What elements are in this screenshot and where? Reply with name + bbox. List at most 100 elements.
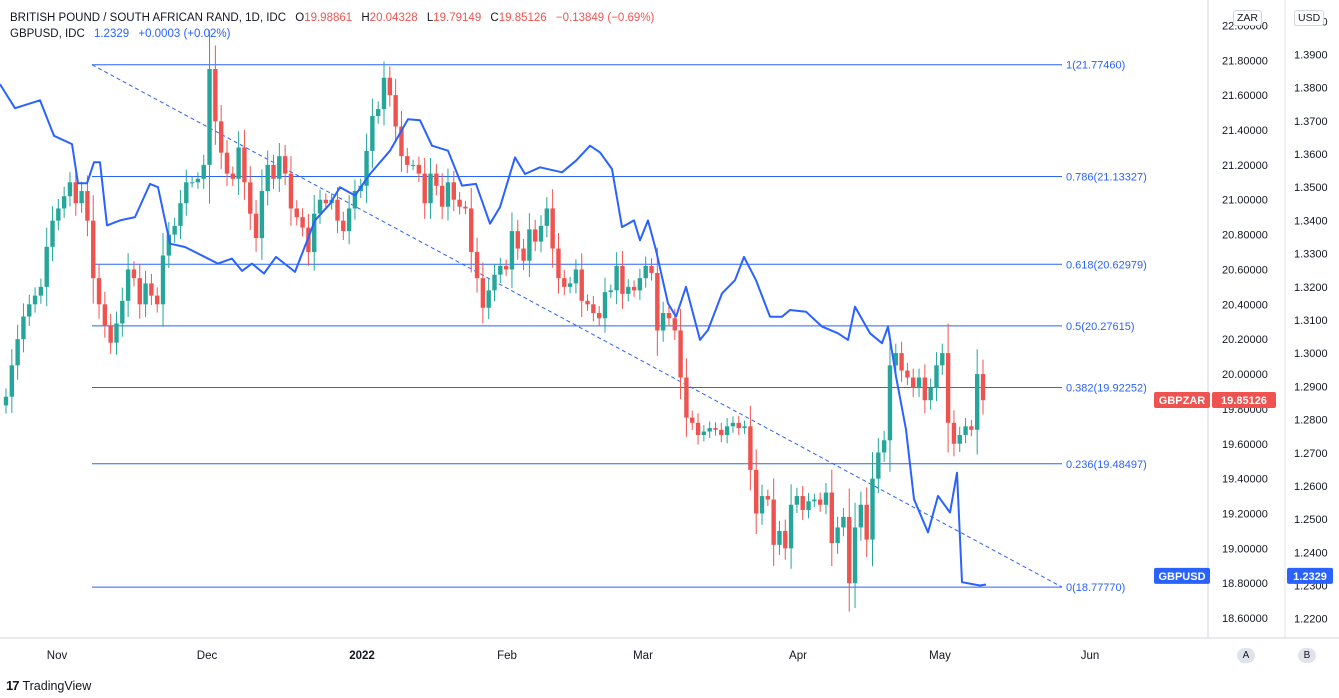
candle-body-153 [893,353,898,366]
time-axis-tick-5: Apr [789,650,807,662]
fib-label-5: 0.236(19.48497) [1066,459,1147,471]
candle-body-93 [544,208,550,226]
scale-button-a[interactable]: A [1237,648,1255,663]
right-axis-tick-5: 1.3500 [1294,182,1328,194]
fib-label-0: 1(21.77460) [1066,60,1125,72]
candle-body-12 [73,182,78,204]
right-axis-tick-9: 1.3100 [1294,315,1328,327]
right-axis-tick-14: 1.2600 [1294,481,1328,493]
legend-open: O19.98861 [295,12,353,24]
currency-label-usd[interactable]: USD [1294,10,1325,26]
candle-body-1 [9,365,15,397]
currency-label-zar[interactable]: ZAR [1233,10,1262,26]
candle-body-143 [835,527,840,544]
candle-body-123 [719,429,724,436]
legend-high: H20.04328 [361,12,418,24]
right-axis-tick-16: 1.2400 [1294,547,1328,559]
candle-body-106 [620,265,625,294]
candle-body-54 [317,199,323,214]
tradingview-logo[interactable]: 17 TradingView [6,678,91,693]
legend-close: C19.85126 [490,12,547,24]
fib-label-6: 0(18.77770) [1066,582,1125,594]
candle-body-152 [887,365,893,441]
candle-body-71 [416,164,422,174]
candle-body-145 [847,516,852,584]
candle-body-10 [61,196,67,209]
legend-overlay: GBPUSD, IDC 1.2329 +0.0003 (+0.02%) [10,28,236,40]
price-tags: GBPZAR 19.85126 GBPUSD 1.2329 [1154,391,1333,584]
candle-body-158 [922,377,928,401]
candle-body-126 [736,422,741,429]
candle-body-150 [876,452,881,479]
candle-body-133 [777,530,782,545]
candle-body-164 [957,435,962,444]
scale-button-b[interactable]: B [1298,648,1316,663]
candle-body-151 [881,440,887,453]
candle-body-109 [637,278,643,291]
candle-body-18 [108,325,113,343]
trendline [91,64,1063,588]
candle-body-60 [352,191,358,209]
candle-body-15 [91,220,96,279]
candle-body-105 [614,265,619,291]
candle-body-132 [771,499,776,545]
candle-body-160 [934,365,939,388]
left-axis-tick-9: 20.20000 [1222,334,1268,346]
candle-body-121 [707,428,712,432]
tag-gbpzar-name: GBPZAR [1159,395,1206,407]
candle-body-44 [259,191,265,239]
candle-body-3 [21,316,26,340]
trendline-segment [91,64,1063,588]
left-axis-tick-17: 18.60000 [1222,613,1268,625]
left-axis-tick-8: 20.40000 [1222,299,1268,311]
candle-body-46 [271,164,276,179]
candle-body-64 [375,109,381,117]
candle-body-22 [131,269,137,279]
candle-body-34 [201,164,206,179]
candle-body-129 [753,469,759,514]
left-axis-tick-3: 21.40000 [1222,125,1268,137]
legend-symbol: BRITISH POUND / SOUTH AFRICAN RAND, 1D, … [10,12,287,24]
candle-body-107 [626,286,631,294]
candle-body-4 [27,304,32,317]
candle-body-6 [38,286,44,296]
candle-body-161 [940,353,945,366]
fib-label-4: 0.382(19.92252) [1066,383,1147,395]
candle-body-82 [480,278,486,308]
candle-body-134 [783,530,788,549]
candle-body-14 [85,191,90,221]
candle-body-104 [608,290,614,293]
candle-body-16 [96,278,102,305]
fib-label-3: 0.5(20.27615) [1066,321,1135,333]
candle-body-102 [596,313,602,319]
candle-body-156 [911,377,916,388]
overlay-change: +0.0003 (+0.02%) [138,28,231,40]
candle-body-81 [474,252,480,279]
candle-body-154 [899,353,904,371]
left-axis-tick-12: 19.60000 [1222,439,1268,451]
candle-body-110 [643,265,648,279]
tag-gbpzar-value-bg [1212,391,1276,408]
tag-gbpusd-value: 1.2329 [1293,571,1327,583]
candle-body-37 [218,121,224,153]
candle-body-66 [387,77,393,96]
candle-body-85 [498,265,503,275]
candle-body-8 [50,220,55,247]
candle-body-11 [67,182,73,197]
candle-body-79 [463,206,468,209]
candle-body-74 [434,173,439,186]
candle-body-119 [695,422,701,436]
candle-body-148 [864,504,869,540]
candle-body-35 [207,69,212,165]
candle-body-5 [32,295,38,305]
right-axis-tick-2: 1.3800 [1294,83,1328,95]
candle-body-36 [213,69,218,122]
candle-body-7 [44,246,49,287]
candle-body-49 [288,173,294,209]
candle-body-25 [149,283,154,296]
candle-body-114 [666,313,672,319]
candle-body-17 [102,304,108,326]
tag-gbpusd-value-bg [1287,567,1333,584]
candle-body-138 [806,501,811,510]
